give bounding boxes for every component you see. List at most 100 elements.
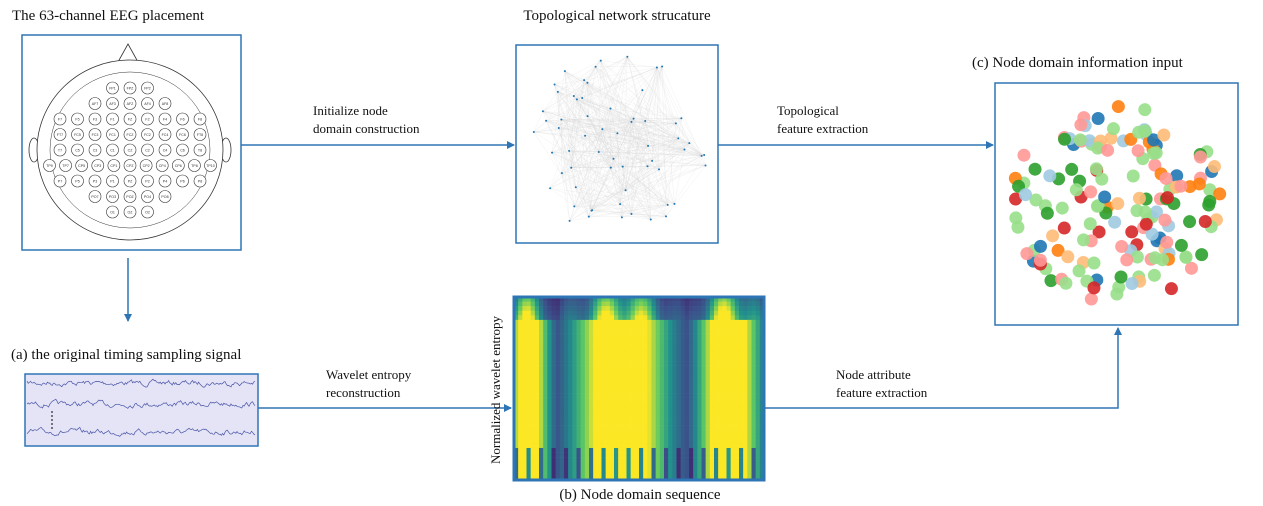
heat-cell [681, 457, 685, 462]
heat-cell [677, 343, 681, 348]
heat-cell [572, 343, 576, 348]
heat-cell [747, 471, 751, 476]
heat-cell [527, 356, 531, 361]
heat-cell [714, 430, 718, 435]
heat-cell [752, 329, 756, 334]
heat-cell [722, 329, 726, 334]
heat-cell [531, 430, 535, 435]
heat-cell [693, 315, 697, 320]
heat-cell [597, 457, 601, 462]
heat-cell [743, 425, 747, 430]
heat-cell [610, 324, 614, 329]
heat-cell [535, 430, 539, 435]
heat-cell [652, 370, 656, 375]
arrow-label: domain construction [313, 121, 420, 136]
heat-cell [714, 315, 718, 320]
heat-cell [610, 329, 614, 334]
heat-cell [706, 375, 710, 380]
heat-cell [527, 343, 531, 348]
heat-cell [747, 306, 751, 311]
heat-cell [527, 411, 531, 416]
heat-cell [610, 389, 614, 394]
heat-cell [593, 352, 597, 357]
heat-cell [752, 302, 756, 307]
heat-cell [618, 356, 622, 361]
heat-cell [560, 379, 564, 384]
heat-cell [652, 352, 656, 357]
heat-cell [585, 338, 589, 343]
heat-cell [627, 439, 631, 444]
heat-cell [572, 320, 576, 325]
heat-cell [622, 407, 626, 412]
heat-cell [597, 302, 601, 307]
heatmap [514, 297, 764, 480]
heat-cell [697, 398, 701, 403]
heat-cell [564, 329, 568, 334]
heat-cell [735, 462, 739, 467]
heat-cell [727, 311, 731, 316]
heat-cell [743, 407, 747, 412]
heat-cell [652, 453, 656, 458]
heat-cell [597, 343, 601, 348]
heat-cell [647, 389, 651, 394]
heat-cell [556, 416, 560, 421]
heat-cell [727, 430, 731, 435]
heat-cell [743, 338, 747, 343]
heat-cell [556, 443, 560, 448]
heat-cell [639, 425, 643, 430]
heat-cell [722, 457, 726, 462]
heat-cell [635, 375, 639, 380]
heat-cell [672, 352, 676, 357]
heat-cell [681, 453, 685, 458]
heat-cell [747, 411, 751, 416]
heat-cell [602, 398, 606, 403]
heat-cell [718, 384, 722, 389]
heat-cell [602, 457, 606, 462]
heat-cell [689, 379, 693, 384]
heat-cell [589, 315, 593, 320]
heat-cell [606, 421, 610, 426]
heat-cell [735, 471, 739, 476]
heat-cell [639, 379, 643, 384]
heat-cell [539, 334, 543, 339]
heat-cell [722, 302, 726, 307]
heat-cell [747, 389, 751, 394]
heat-cell [668, 366, 672, 371]
heat-cell [589, 393, 593, 398]
heat-cell [652, 443, 656, 448]
heat-cell [664, 416, 668, 421]
heat-cell [697, 443, 701, 448]
heat-cell [672, 430, 676, 435]
heat-cell [581, 334, 585, 339]
heat-cell [656, 356, 660, 361]
heat-cell [531, 457, 535, 462]
heat-cell [714, 347, 718, 352]
heat-cell [668, 407, 672, 412]
heat-cell [672, 466, 676, 471]
heat-cell [656, 379, 660, 384]
heat-cell [747, 421, 751, 426]
heat-cell [643, 338, 647, 343]
heat-cell [547, 320, 551, 325]
heat-cell [681, 430, 685, 435]
heat-cell [627, 338, 631, 343]
heat-cell [706, 320, 710, 325]
heat-cell [652, 411, 656, 416]
heat-cell [697, 306, 701, 311]
heat-cell [577, 324, 581, 329]
heat-cell [556, 306, 560, 311]
heat-cell [685, 421, 689, 426]
heat-cell [731, 402, 735, 407]
heat-cell [581, 315, 585, 320]
heat-cell [531, 311, 535, 316]
heat-cell [714, 443, 718, 448]
heat-cell [618, 311, 622, 316]
heat-cell [722, 402, 726, 407]
heat-cell [689, 421, 693, 426]
heat-cell [722, 384, 726, 389]
heat-cell [672, 324, 676, 329]
heat-cell [652, 407, 656, 412]
heat-cell [631, 411, 635, 416]
heat-cell [627, 389, 631, 394]
heat-cell [585, 421, 589, 426]
